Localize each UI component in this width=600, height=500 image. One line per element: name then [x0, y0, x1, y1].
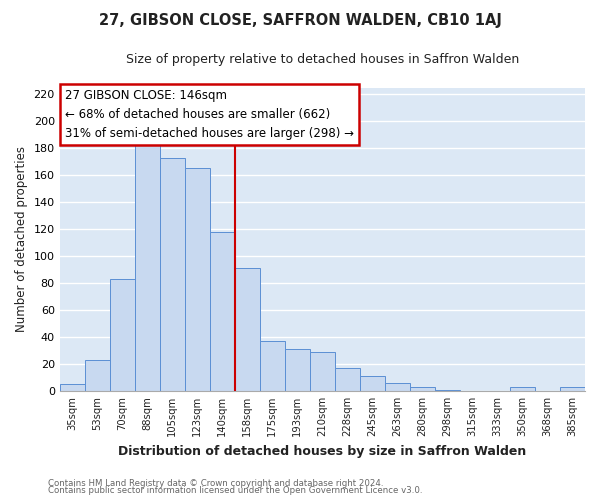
Bar — [510, 387, 535, 391]
Text: Contains public sector information licensed under the Open Government Licence v3: Contains public sector information licen… — [48, 486, 422, 495]
Text: Contains HM Land Registry data © Crown copyright and database right 2024.: Contains HM Land Registry data © Crown c… — [48, 478, 383, 488]
Bar — [435, 390, 460, 391]
X-axis label: Distribution of detached houses by size in Saffron Walden: Distribution of detached houses by size … — [118, 444, 526, 458]
Bar — [560, 387, 585, 391]
Bar — [310, 352, 335, 391]
Bar — [410, 387, 435, 391]
Bar — [185, 168, 210, 391]
Bar — [85, 360, 110, 391]
Y-axis label: Number of detached properties: Number of detached properties — [15, 146, 28, 332]
Bar — [385, 383, 410, 391]
Bar — [110, 279, 135, 391]
Bar — [235, 268, 260, 391]
Bar — [160, 158, 185, 391]
Bar — [260, 341, 285, 391]
Bar — [360, 376, 385, 391]
Text: 27, GIBSON CLOSE, SAFFRON WALDEN, CB10 1AJ: 27, GIBSON CLOSE, SAFFRON WALDEN, CB10 1… — [98, 12, 502, 28]
Bar — [59, 384, 85, 391]
Title: Size of property relative to detached houses in Saffron Walden: Size of property relative to detached ho… — [126, 52, 519, 66]
Bar — [210, 232, 235, 391]
Bar — [285, 349, 310, 391]
Bar — [335, 368, 360, 391]
Bar — [135, 146, 160, 391]
Text: 27 GIBSON CLOSE: 146sqm
← 68% of detached houses are smaller (662)
31% of semi-d: 27 GIBSON CLOSE: 146sqm ← 68% of detache… — [65, 89, 354, 140]
